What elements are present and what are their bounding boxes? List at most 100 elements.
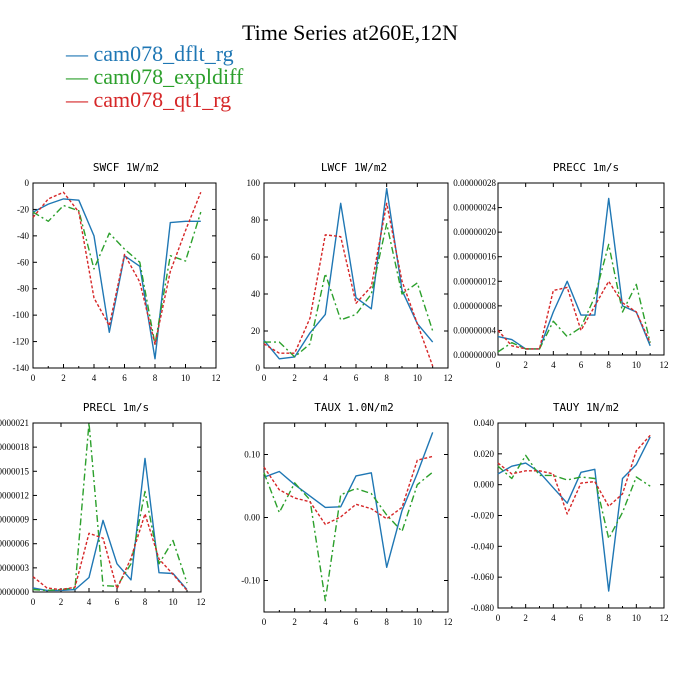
- y-tick-label: -0.060: [471, 572, 495, 582]
- x-tick-label: 4: [551, 613, 556, 623]
- y-tick-label: 40: [251, 289, 261, 299]
- x-tick-label: 0: [31, 373, 36, 383]
- series-line: [263, 455, 433, 526]
- series-line: [497, 436, 651, 592]
- x-tick-label: 12: [212, 373, 221, 383]
- y-tick-label: 0.00000020: [453, 227, 496, 237]
- plot-frame: [32, 182, 217, 369]
- x-tick-label: 4: [87, 597, 92, 607]
- y-tick-label: 20: [251, 326, 261, 336]
- y-tick-label: -40: [17, 231, 29, 241]
- legend-item-qt1: — cam078_qt1_rg: [66, 87, 232, 112]
- series-line: [497, 280, 651, 350]
- legend-item-dflt: — cam078_dflt_rg: [66, 41, 234, 66]
- x-tick-label: 6: [354, 617, 359, 627]
- x-tick-label: 8: [143, 597, 148, 607]
- x-tick-label: 0: [262, 617, 267, 627]
- y-tick-label: 0.10: [244, 450, 260, 460]
- series-line: [32, 513, 188, 591]
- series-line: [32, 422, 188, 592]
- x-tick-label: 0: [262, 373, 267, 383]
- y-tick-label: 0.00000012: [0, 490, 29, 500]
- y-tick-label: -80: [17, 284, 29, 294]
- x-tick-label: 2: [59, 597, 64, 607]
- x-tick-label: 10: [632, 613, 642, 623]
- x-tick-label: 8: [153, 373, 158, 383]
- y-tick-label: 0.00000006: [0, 539, 30, 549]
- legend-item-expldiff: — cam078_expldiff: [66, 64, 244, 89]
- x-tick-label: 2: [523, 360, 528, 370]
- x-tick-label: 10: [632, 360, 642, 370]
- x-tick-label: 2: [523, 613, 528, 623]
- plot-title: LWCF 1W/m2: [321, 161, 387, 174]
- x-tick-label: 8: [606, 613, 611, 623]
- series-line: [497, 434, 651, 515]
- y-tick-label: 0.00000021: [0, 418, 29, 428]
- y-tick-label: 0.00000000: [0, 587, 30, 597]
- y-tick-label: 0.00000012: [453, 276, 496, 286]
- series-line: [263, 202, 434, 367]
- y-tick-label: 0.040: [474, 418, 495, 428]
- x-tick-label: 4: [92, 373, 97, 383]
- series-line: [32, 457, 188, 592]
- x-tick-label: 2: [292, 373, 297, 383]
- y-tick-label: -20: [17, 204, 29, 214]
- y-tick-label: -120: [13, 337, 30, 347]
- x-tick-label: 12: [197, 597, 206, 607]
- y-tick-label: 0: [25, 178, 30, 188]
- y-tick-label: 0.00000016: [453, 252, 496, 262]
- y-tick-label: 100: [247, 178, 261, 188]
- series-line: [497, 243, 651, 353]
- y-tick-label: 0: [256, 363, 261, 373]
- y-tick-label: 60: [251, 252, 261, 262]
- series-line: [32, 198, 201, 360]
- x-tick-label: 10: [181, 373, 191, 383]
- y-tick-label: 0.00000015: [0, 466, 30, 476]
- plot-frame: [32, 422, 202, 593]
- x-tick-label: 6: [354, 373, 359, 383]
- series-line: [263, 187, 434, 360]
- y-tick-label: -140: [13, 363, 30, 373]
- x-tick-label: 2: [292, 617, 297, 627]
- y-tick-label: 0.00000009: [0, 515, 30, 525]
- y-tick-label: 0.020: [474, 449, 495, 459]
- series-line: [497, 197, 651, 350]
- y-tick-label: -100: [13, 310, 30, 320]
- x-tick-label: 8: [384, 373, 389, 383]
- y-tick-label: 0.00000004: [453, 325, 496, 335]
- x-tick-label: 2: [61, 373, 66, 383]
- y-tick-label: -0.020: [471, 511, 495, 521]
- plot-title: PRECC 1m/s: [553, 161, 619, 174]
- legend: — cam078_dflt_rg — cam078_expldiff — cam…: [66, 42, 243, 111]
- x-tick-label: 6: [122, 373, 127, 383]
- y-tick-label: 0.00000018: [0, 442, 30, 452]
- plot-title: SWCF 1W/m2: [93, 161, 159, 174]
- y-tick-label: 0.00000028: [453, 178, 496, 188]
- plot-frame: [263, 182, 449, 369]
- x-tick-label: 8: [606, 360, 611, 370]
- series-line: [263, 432, 434, 568]
- x-tick-label: 12: [660, 613, 669, 623]
- x-tick-label: 0: [496, 360, 501, 370]
- y-tick-label: 0.00000024: [453, 203, 496, 213]
- x-tick-label: 4: [551, 360, 556, 370]
- x-tick-label: 4: [323, 373, 328, 383]
- y-tick-label: -60: [17, 257, 29, 267]
- y-tick-label: -0.080: [471, 603, 495, 613]
- series-line: [32, 204, 202, 345]
- plot-title: TAUY 1N/m2: [553, 401, 619, 414]
- x-tick-label: 0: [496, 613, 501, 623]
- plot-frame: [497, 422, 665, 609]
- x-tick-label: 6: [579, 360, 584, 370]
- x-tick-label: 0: [31, 597, 36, 607]
- y-tick-label: 80: [251, 215, 261, 225]
- plot-title: PRECL 1m/s: [83, 401, 149, 414]
- series-line: [497, 454, 651, 540]
- page-title: Time Series at260E,12N: [241, 20, 459, 45]
- x-tick-label: 4: [323, 617, 328, 627]
- plot-frame: [263, 422, 449, 613]
- x-tick-label: 10: [169, 597, 179, 607]
- x-tick-label: 12: [444, 373, 453, 383]
